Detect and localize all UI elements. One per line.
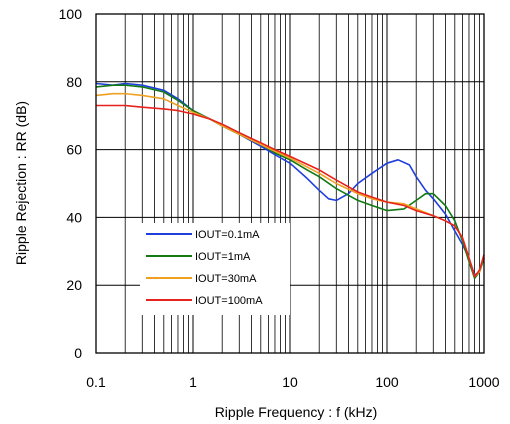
x-tick-label: 1: [189, 374, 197, 390]
legend-label: IOUT=30mA: [195, 273, 257, 285]
series-line: [95, 84, 485, 280]
legend-label: IOUT=0.1mA: [195, 229, 260, 241]
series-line: [95, 82, 485, 276]
legend-label: IOUT=100mA: [195, 295, 263, 307]
x-axis-label: Ripple Frequency : f (kHz): [215, 404, 378, 420]
x-tick-label: 10: [282, 374, 298, 390]
series-lines: [95, 82, 485, 280]
y-tick-label: 100: [59, 6, 83, 22]
x-tick-labels: 0.1 1 10 100 1000: [86, 374, 500, 390]
x-tick-label: 100: [375, 374, 399, 390]
y-tick-label: 80: [66, 74, 82, 90]
legend-label: IOUT=1mA: [195, 251, 251, 263]
y-axis-label: Ripple Rejection : RR (dB): [13, 101, 29, 265]
y-tick-label: 20: [66, 277, 82, 293]
legend: IOUT=0.1mA IOUT=1mA IOUT=30mA IOUT=100mA: [140, 223, 290, 315]
plot-frame: [95, 13, 485, 354]
y-tick-labels: 0 20 40 60 80 100: [59, 6, 83, 361]
y-tick-label: 0: [74, 345, 82, 361]
series-line: [96, 104, 485, 278]
y-tick-label: 60: [66, 142, 82, 158]
x-tick-label: 0.1: [86, 374, 106, 390]
x-tick-label: 1000: [468, 374, 499, 390]
y-tick-label: 40: [66, 209, 82, 225]
